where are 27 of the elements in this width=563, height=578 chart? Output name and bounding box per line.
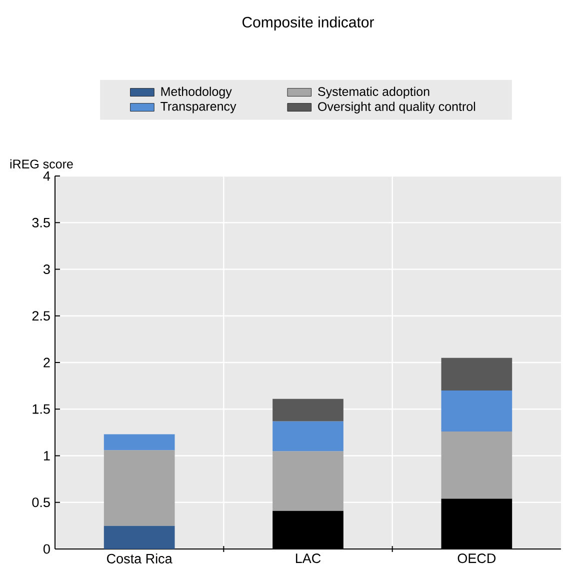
bar [441, 358, 512, 390]
x-tick-label: Costa Rica [107, 554, 172, 564]
y-tick-label: 0 [43, 544, 50, 554]
y-tick-label: 1.5 [32, 404, 50, 414]
y-tick-label: 1 [44, 451, 50, 460]
bar [441, 390, 512, 432]
y-tick-label: 2.5 [32, 311, 50, 321]
legend-label: Systematic adoption [318, 86, 430, 98]
bar [441, 432, 512, 499]
legend-label: Oversight and quality control [318, 102, 476, 114]
bar [104, 450, 175, 526]
bar [104, 526, 175, 549]
bar [272, 421, 344, 452]
bar [272, 398, 344, 422]
y-tick-label: 2 [44, 358, 50, 368]
y-tick-label: 0.5 [32, 498, 50, 508]
bar [104, 434, 175, 450]
y-tick-label: 4 [43, 171, 50, 181]
y-tick-label: 3.5 [32, 218, 50, 228]
y-axis-title: iREG score [10, 159, 73, 168]
y-tick-label: 3 [43, 264, 50, 274]
x-tick-label: OECD [458, 554, 496, 564]
chart-title: Composite indicator [242, 16, 374, 30]
legend-label: Methodology [161, 86, 232, 98]
legend-label: Transparency [160, 102, 236, 114]
bar [272, 451, 344, 511]
x-tick-label: LAC [296, 554, 321, 564]
